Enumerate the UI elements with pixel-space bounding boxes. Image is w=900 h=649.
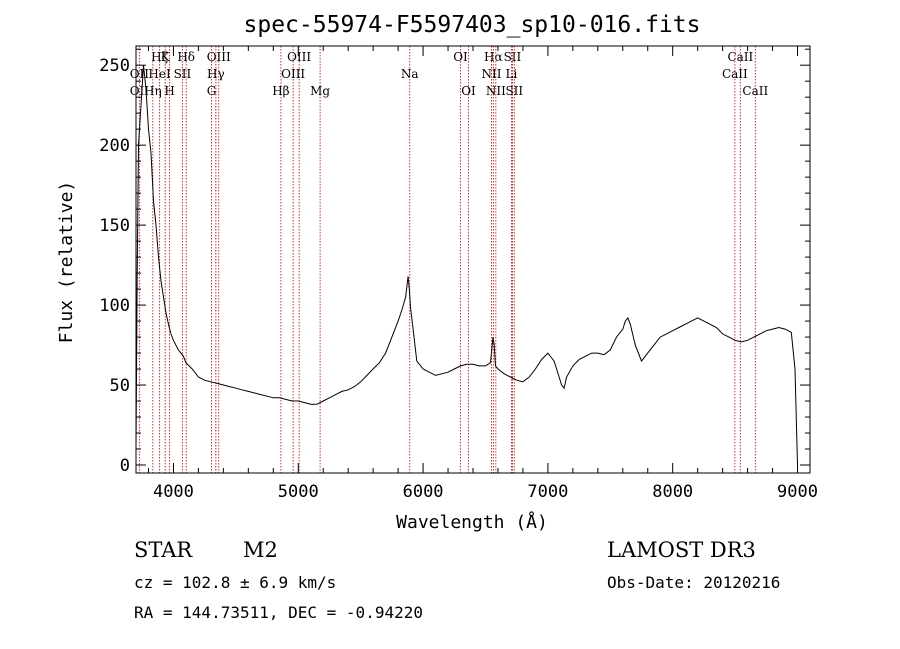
chart-title: spec-55974-F5597403_sp10-016.fits: [244, 12, 701, 38]
spectral-line-label: Na: [401, 67, 419, 81]
y-tick-label: 200: [99, 136, 130, 156]
spectral-line-label: Hβ: [272, 84, 289, 98]
spectral-line-label: Li: [506, 67, 518, 81]
spectral-line-label: SII: [505, 84, 523, 98]
x-tick-label: 9000: [777, 482, 818, 502]
axis-ticks: [136, 46, 810, 473]
y-tick-label: 50: [110, 376, 130, 396]
spectral-line-label: Hγ: [207, 67, 225, 81]
y-tick-label: 100: [99, 296, 130, 316]
spectral-line-label: CaII: [727, 50, 753, 64]
spectral-line-label: OII: [130, 67, 150, 81]
x-tick-label: 8000: [652, 482, 693, 502]
x-tick-label: 7000: [527, 482, 568, 502]
spectral-line-label: OI: [461, 84, 476, 98]
y-tick-label: 150: [99, 216, 130, 236]
object-class: STAR: [134, 538, 193, 562]
spectral-line-label: SII: [504, 50, 522, 64]
observation-date: Obs-Date: 20120216: [607, 573, 781, 592]
spectrum-line: [135, 65, 798, 466]
spectral-line-label: CaII: [742, 84, 768, 98]
spectral-line-label: G: [207, 84, 217, 98]
x-tick-label: 6000: [403, 482, 444, 502]
spectral-line-label: OIII: [281, 67, 305, 81]
spectral-line-label: NII: [486, 84, 506, 98]
y-axis-label: Flux (relative): [56, 181, 77, 344]
x-tick-label: 4000: [153, 482, 194, 502]
y-tick-label: 0: [120, 456, 130, 476]
plot-frame: [135, 45, 811, 474]
spectral-line-label: Hη: [144, 84, 162, 98]
spectral-line-label: OIII: [207, 50, 231, 64]
x-axis-label: Wavelength (Å): [396, 511, 548, 533]
x-tick-label: 5000: [278, 482, 319, 502]
spectral-line-label: OII: [130, 84, 150, 98]
spectral-line-label: OI: [453, 50, 468, 64]
spectral-line-label: CaII: [722, 67, 748, 81]
redshift-info: cz = 102.8 ± 6.9 km/s: [134, 573, 337, 592]
spectral-line-label: OIII: [287, 50, 311, 64]
spectral-line-label: Hδ: [177, 50, 195, 64]
spectral-line-label: Hα: [484, 50, 503, 64]
spectral-line-label: Hζ: [151, 50, 168, 64]
spectral-line-label: NII: [481, 67, 501, 81]
spectral-line-label: HeI: [148, 67, 171, 81]
y-tick-label: 250: [99, 56, 130, 76]
spectral-line-label: Mg: [310, 84, 330, 98]
spectral-line-label: SII: [174, 67, 192, 81]
object-subclass: M2: [243, 538, 278, 562]
survey-name: LAMOST DR3: [607, 538, 756, 562]
coordinates: RA = 144.73511, DEC = -0.94220: [134, 603, 423, 622]
spectral-line-label: K: [161, 50, 171, 64]
axis-tick-labels: 4000 5000 6000 7000 8000 9000 0 50 100 150 200 250: [99, 56, 818, 502]
spectral-line-label: H: [164, 84, 174, 98]
